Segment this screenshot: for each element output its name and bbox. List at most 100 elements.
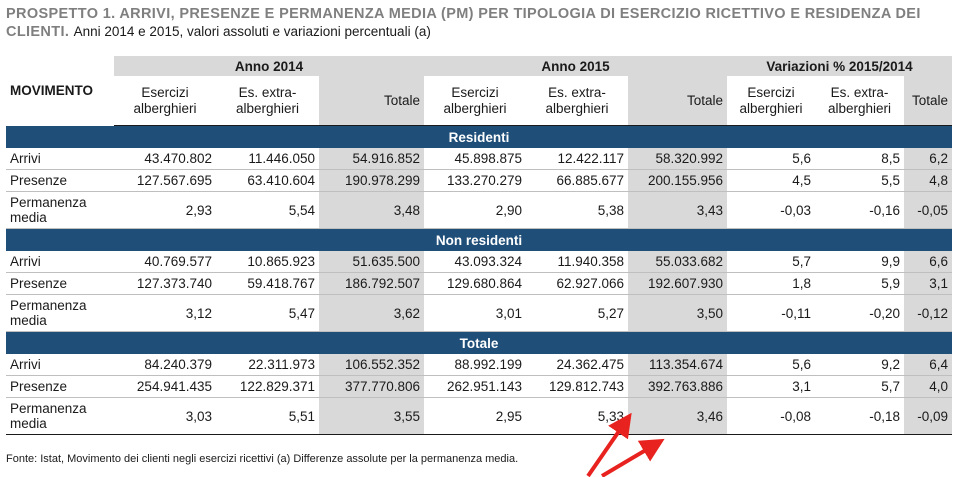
table-cell: 5,27 — [526, 294, 629, 332]
table-cell: 127.373.740 — [114, 272, 216, 295]
table-cell: 8,5 — [815, 148, 905, 170]
table-cell: 45.898.875 — [424, 148, 527, 170]
table-cell: 5,38 — [526, 191, 629, 229]
group-header-2014: Anno 2014 — [114, 56, 425, 76]
section-title: Non residenti — [6, 228, 953, 251]
table-cell: 10.865.923 — [216, 251, 319, 273]
table-cell: 106.552.352 — [319, 354, 425, 376]
table-cell: 12.422.117 — [526, 148, 629, 170]
table-cell: -0,11 — [727, 294, 816, 332]
table-row: Permanenza media 2,93 5,54 3,48 2,90 5,38 3,43… — [6, 191, 953, 229]
table-cell: 51.635.500 — [319, 251, 425, 273]
table-row: Presenze 127.373.740 59.418.767 186.792.507… — [6, 272, 953, 295]
column-header: Es. extra-alberghieri — [526, 76, 629, 126]
row-label: Arrivi — [6, 251, 114, 273]
table-cell: 392.763.886 — [628, 375, 728, 398]
table-cell: 377.770.806 — [319, 375, 425, 398]
group-header-2015: Anno 2015 — [424, 56, 728, 76]
table-cell: 5,5 — [815, 169, 905, 192]
table-row: Presenze 254.941.435 122.829.371 377.770.80… — [6, 375, 953, 398]
table-cell: 1,8 — [727, 272, 816, 295]
table-cell: 6,6 — [904, 251, 953, 273]
table-cell: 5,9 — [815, 272, 905, 295]
row-label: Permanenza media — [6, 397, 114, 435]
table-cell: 43.470.802 — [114, 148, 216, 170]
column-header: Totale — [628, 76, 728, 126]
column-header: Totale — [904, 76, 953, 126]
row-label: Presenze — [6, 375, 114, 398]
data-table: MOVIMENTO Anno 2014 Anno 2015 Variazioni… — [6, 56, 953, 435]
table-row: Permanenza media 3,12 5,47 3,62 3,01 5,27 3,50… — [6, 294, 953, 332]
table-cell: -0,09 — [904, 397, 953, 435]
table-cell: 3,48 — [319, 191, 425, 229]
row-label: Presenze — [6, 272, 114, 295]
column-header: Esercizi alberghieri — [727, 76, 816, 126]
table-cell: -0,18 — [815, 397, 905, 435]
table-cell: 22.311.973 — [216, 354, 319, 376]
table-cell: 129.812.743 — [526, 375, 629, 398]
table-row: Arrivi 84.240.379 22.311.973 106.552.352 88.… — [6, 354, 953, 376]
table-cell: 192.607.930 — [628, 272, 728, 295]
table-cell: 5,54 — [216, 191, 319, 229]
table-cell: 262.951.143 — [424, 375, 527, 398]
table-cell: 11.446.050 — [216, 148, 319, 170]
table-cell: 5,51 — [216, 397, 319, 435]
table-cell: 40.769.577 — [114, 251, 216, 273]
table-row: Arrivi 40.769.577 10.865.923 51.635.500 43.0… — [6, 251, 953, 273]
table-cell: 129.680.864 — [424, 272, 527, 295]
column-header: Esercizi alberghieri — [424, 76, 527, 126]
table-cell: -0,20 — [815, 294, 905, 332]
table-cell: 6,4 — [904, 354, 953, 376]
group-header-variazioni: Variazioni % 2015/2014 — [727, 56, 953, 76]
table-cell: -0,08 — [727, 397, 816, 435]
report-title: PROSPETTO 1. ARRIVI, PRESENZE E PERMANEN… — [6, 6, 956, 41]
table-cell: 127.567.695 — [114, 169, 216, 192]
table-cell: 200.155.956 — [628, 169, 728, 192]
table-cell: 3,03 — [114, 397, 216, 435]
report-title-sub: Anni 2014 e 2015, valori assoluti e vari… — [73, 24, 431, 39]
section-header-row: Non residenti — [6, 228, 953, 251]
table-cell: -0,05 — [904, 191, 953, 229]
table-cell: 58.320.992 — [628, 148, 728, 170]
table-cell: 113.354.674 — [628, 354, 728, 376]
table-cell: 2,93 — [114, 191, 216, 229]
table-cell: 5,47 — [216, 294, 319, 332]
table-cell: 5,33 — [526, 397, 629, 435]
table-cell: 4,5 — [727, 169, 816, 192]
table-cell: 4,8 — [904, 169, 953, 192]
source-note: Fonte: Istat, Movimento dei clienti negl… — [6, 453, 519, 465]
row-label: Permanenza media — [6, 294, 114, 332]
table-cell: 190.978.299 — [319, 169, 425, 192]
table-cell: 3,1 — [904, 272, 953, 295]
table-cell: 6,2 — [904, 148, 953, 170]
table-cell: 24.362.475 — [526, 354, 629, 376]
arrow-icon — [600, 438, 665, 477]
table-cell: -0,03 — [727, 191, 816, 229]
table-cell: 4,0 — [904, 375, 953, 398]
table-cell: 3,1 — [727, 375, 816, 398]
table-row: Permanenza media 3,03 5,51 3,55 2,95 5,33 3,46… — [6, 397, 953, 435]
column-header: Es. extra-alberghieri — [216, 76, 319, 126]
table-cell: 88.992.199 — [424, 354, 527, 376]
row-label: Permanenza media — [6, 191, 114, 229]
row-label: Arrivi — [6, 148, 114, 170]
row-label: Presenze — [6, 169, 114, 192]
table-row: Presenze 127.567.695 63.410.604 190.978.299… — [6, 169, 953, 192]
row-label: Arrivi — [6, 354, 114, 376]
table-cell: 59.418.767 — [216, 272, 319, 295]
table-cell: 62.927.066 — [526, 272, 629, 295]
table-cell: 2,90 — [424, 191, 527, 229]
table-cell: 133.270.279 — [424, 169, 527, 192]
column-header: Es. extra-alberghieri — [815, 76, 905, 126]
table-cell: 3,46 — [628, 397, 728, 435]
table-cell: 54.916.852 — [319, 148, 425, 170]
table-cell: 5,6 — [727, 354, 816, 376]
table-cell: -0,12 — [904, 294, 953, 332]
table-cell: 122.829.371 — [216, 375, 319, 398]
table-row: Arrivi 43.470.802 11.446.050 54.916.852 45.8… — [6, 148, 953, 170]
table-cell: 3,43 — [628, 191, 728, 229]
table-cell: 9,2 — [815, 354, 905, 376]
table-cell: 3,01 — [424, 294, 527, 332]
table-cell: 66.885.677 — [526, 169, 629, 192]
column-header: Esercizi alberghieri — [114, 76, 216, 126]
